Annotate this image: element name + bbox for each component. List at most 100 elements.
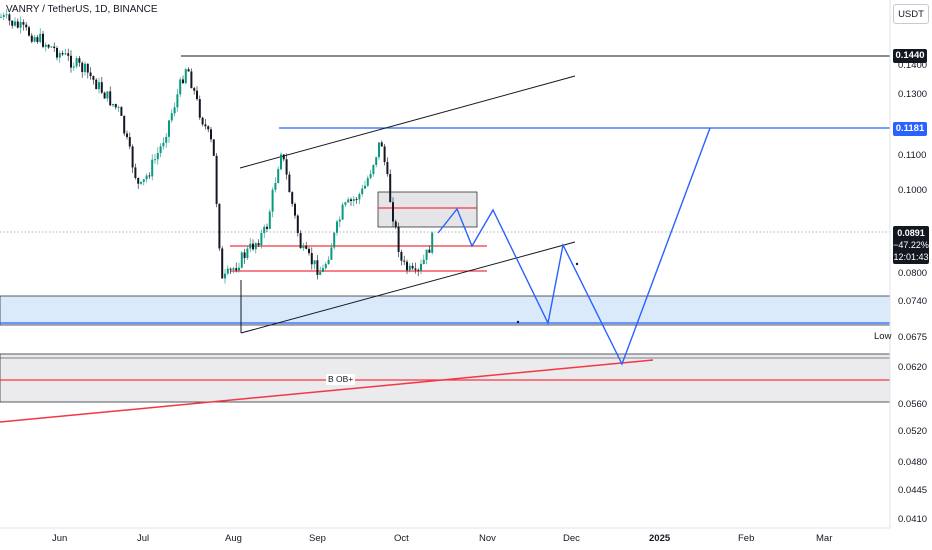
y-tick: 0.1400 (898, 60, 927, 71)
candle-body (114, 104, 117, 108)
candle-body (291, 192, 294, 204)
candle-body (5, 14, 8, 16)
candle-body (210, 129, 212, 140)
channel-upper[interactable] (239, 75, 576, 169)
candle-body (324, 264, 327, 269)
candle-body (112, 104, 114, 106)
candle-body (257, 243, 260, 246)
x-tick: Oct (394, 533, 409, 544)
candle-body (232, 268, 235, 270)
candle-body (184, 69, 187, 84)
y-tick: 0.1300 (898, 89, 927, 100)
candle-body (358, 194, 361, 200)
candle-body (285, 159, 288, 175)
candle-body (25, 24, 28, 28)
candle-body (364, 185, 366, 189)
x-tick: Dec (563, 533, 580, 544)
candle-body (176, 94, 179, 108)
candle-body (380, 142, 383, 147)
marker-dot (516, 320, 520, 324)
candle-body (168, 120, 170, 137)
y-tick: 0.0740 (898, 296, 927, 307)
y-tick: 0.1100 (898, 150, 926, 161)
candle-body (277, 169, 280, 183)
candle-body (204, 124, 207, 127)
candle-body (100, 82, 103, 93)
candle-body (221, 248, 224, 279)
y-tick: 0.0675 (898, 332, 927, 343)
candle-body (106, 91, 109, 99)
candle-body (226, 268, 229, 274)
candle-body (140, 181, 142, 184)
candle-body (22, 22, 25, 25)
candle-body (263, 226, 266, 234)
candle-body (72, 66, 75, 68)
candle-body (11, 20, 14, 26)
candle-body (134, 167, 137, 178)
candle-body (406, 261, 408, 271)
time-axis[interactable]: Jun Jul Aug Sep Oct Nov Dec 2025 Feb Mar (52, 533, 832, 544)
price-axis[interactable]: 0.1400 0.1300 0.1100 0.1000 0.0800 0.074… (898, 60, 927, 525)
candle-body (201, 117, 204, 125)
x-tick: Aug (225, 533, 242, 544)
candle-body (347, 199, 350, 203)
candle-body (218, 203, 221, 249)
y-tick: 0.0410 (898, 514, 927, 525)
candle-body (162, 142, 165, 147)
last-price-value: 0.0891 (897, 228, 925, 238)
marker-dot (575, 262, 579, 266)
currency-selector[interactable]: USDT (893, 4, 929, 24)
candle-body (336, 221, 338, 233)
candle-body (117, 107, 120, 108)
candle-body (246, 248, 249, 259)
candle-body (123, 115, 126, 134)
candle-body (84, 63, 86, 73)
channel-lower[interactable] (240, 241, 576, 334)
candle-body (260, 233, 263, 246)
candle-body (330, 247, 333, 260)
candle-body (240, 252, 243, 268)
candle-body (190, 71, 193, 89)
candle-body (193, 88, 196, 91)
candle-body (173, 107, 176, 114)
candle-body (352, 199, 355, 201)
candle-body (207, 126, 210, 130)
candle-body (420, 263, 422, 271)
candle-body (19, 22, 22, 28)
last-price-change: −47.22% (893, 240, 929, 250)
candle-body (128, 137, 131, 147)
candle-body (378, 142, 380, 158)
candle-body (249, 243, 252, 249)
candle-body (338, 219, 341, 222)
long-trendline[interactable] (0, 359, 654, 423)
candle-body (75, 58, 78, 67)
candle-body (254, 243, 257, 250)
candle-body (179, 79, 182, 95)
candle-body (369, 173, 372, 179)
candle-body (316, 260, 319, 275)
bar-countdown: 12:01:43 (893, 252, 929, 262)
x-tick: Nov (479, 533, 496, 544)
x-tick: 2025 (649, 533, 671, 544)
y-tick: 0.0520 (898, 426, 927, 437)
projection-path[interactable] (437, 127, 711, 366)
candle-body (145, 175, 148, 180)
candle-body (394, 221, 397, 227)
candle-body (428, 249, 431, 253)
candle-body (212, 139, 215, 156)
candle-body (266, 226, 268, 229)
candle-body (375, 157, 378, 165)
candle-body (341, 204, 344, 220)
candle-body (299, 233, 302, 249)
candles (0, 9, 434, 284)
y-tick: 0.0445 (898, 485, 927, 496)
candle-body (308, 248, 310, 254)
candle-body (238, 267, 240, 271)
candle-body (417, 269, 420, 271)
candle-body (372, 164, 375, 174)
candle-body (137, 177, 140, 184)
candle-body (50, 46, 53, 48)
candle-body (350, 199, 352, 201)
candle-body (355, 199, 358, 200)
